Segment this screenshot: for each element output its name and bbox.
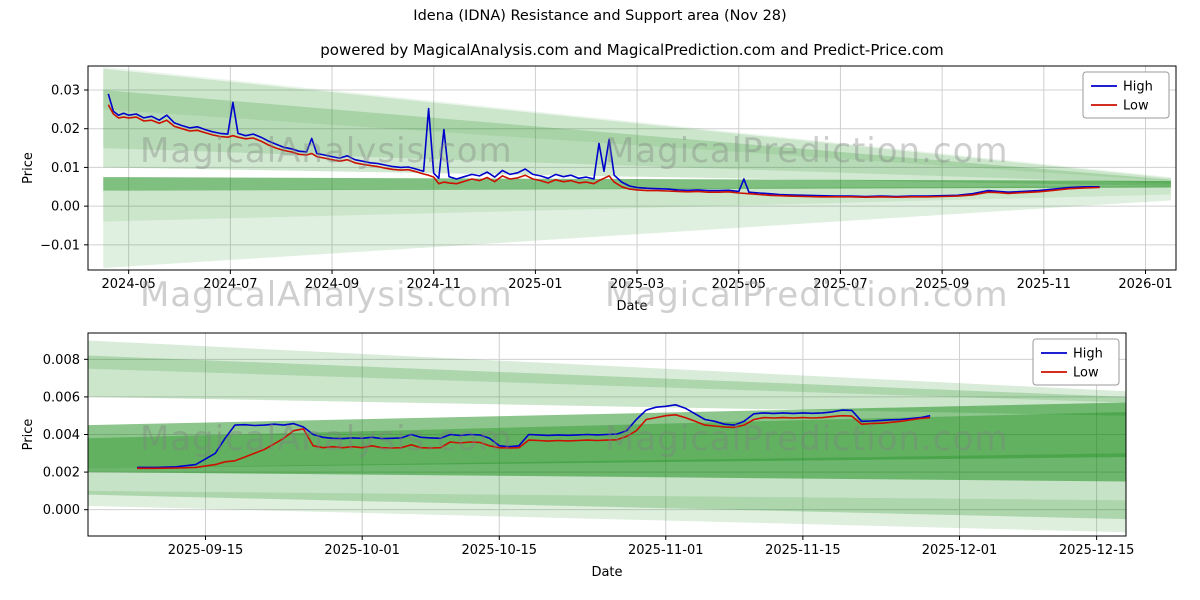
series-line-low bbox=[107, 104, 1100, 198]
tick-label-x: 2025-03 bbox=[610, 277, 664, 292]
legend-label-low: Low bbox=[1073, 366, 1099, 381]
support-resistance-band bbox=[88, 490, 1126, 533]
support-resistance-band bbox=[88, 453, 1126, 520]
support-resistance-band bbox=[103, 68, 1171, 184]
series-line-high bbox=[137, 403, 931, 469]
support-resistance-band bbox=[88, 340, 1126, 403]
tick-label-y: 0.006 bbox=[43, 390, 80, 405]
support-resistance-band bbox=[88, 355, 1126, 416]
tick-label-x: 2024-07 bbox=[203, 277, 257, 292]
series-line-low bbox=[137, 413, 931, 470]
chart-1: 2025-09-15 2025-10-01 2025-10-15 2025-11-01… bbox=[21, 332, 1135, 580]
support-resistance-band bbox=[103, 177, 1171, 191]
figure-title: Idena (IDNA) Resistance and Support area… bbox=[413, 8, 787, 24]
series-line-high bbox=[107, 93, 1100, 198]
tick-label-y: 0.03 bbox=[51, 84, 80, 99]
x-axis-label: Date bbox=[616, 299, 647, 314]
tick-label-y: −0.01 bbox=[40, 238, 80, 253]
support-resistance-band bbox=[103, 186, 1171, 222]
tick-label-x: 2025-10-15 bbox=[462, 543, 538, 558]
tick-label-x: 2025-11 bbox=[1017, 277, 1071, 292]
legend-label-high: High bbox=[1073, 347, 1103, 362]
tick-label-x: 2025-11-01 bbox=[628, 543, 704, 558]
tick-label-x: 2025-11-15 bbox=[765, 543, 841, 558]
legend-box bbox=[1082, 71, 1170, 119]
plot-frame bbox=[87, 65, 1177, 271]
tick-label-x: 2025-07 bbox=[813, 277, 867, 292]
tick-label-x: 2025-09 bbox=[915, 277, 969, 292]
tick-label-x: 2025-12-01 bbox=[922, 543, 998, 558]
tick-label-y: 0.008 bbox=[43, 353, 80, 368]
tick-label-y: 0.01 bbox=[51, 161, 80, 176]
legend-label-high: High bbox=[1123, 80, 1153, 95]
tick-label-x: 2024-09 bbox=[305, 277, 359, 292]
tick-label-x: 2024-05 bbox=[102, 277, 156, 292]
figure-subtitle: powered by MagicalAnalysis.com and Magic… bbox=[320, 41, 944, 59]
support-resistance-band bbox=[103, 66, 1171, 181]
tick-label-y: 0.004 bbox=[43, 428, 80, 443]
y-axis-label: Price bbox=[21, 152, 36, 184]
legend-label-low: Low bbox=[1123, 99, 1149, 114]
tick-label-x: 2025-01 bbox=[508, 277, 562, 292]
support-resistance-band bbox=[103, 194, 1171, 269]
chart-0: 2024-05 2024-07 2024-09 2024-11 2025-01 2025-… bbox=[21, 65, 1177, 314]
tick-label-x: 2025-12-15 bbox=[1059, 543, 1135, 558]
legend-box bbox=[1032, 338, 1120, 386]
tick-label-x: 2025-09-15 bbox=[168, 543, 244, 558]
tick-label-y: 0.000 bbox=[43, 503, 80, 518]
tick-label-y: 0.002 bbox=[43, 466, 80, 481]
tick-label-y: 0.02 bbox=[51, 122, 80, 137]
tick-label-x: 2026-01 bbox=[1118, 277, 1172, 292]
tick-label-y: 0.00 bbox=[51, 200, 80, 215]
tick-label-x: 2025-05 bbox=[712, 277, 766, 292]
x-axis-label: Date bbox=[591, 565, 622, 580]
support-resistance-band bbox=[88, 402, 1126, 482]
tick-label-x: 2025-10-01 bbox=[324, 543, 400, 558]
tick-label-x: 2024-11 bbox=[407, 277, 461, 292]
y-axis-label: Price bbox=[21, 419, 36, 451]
